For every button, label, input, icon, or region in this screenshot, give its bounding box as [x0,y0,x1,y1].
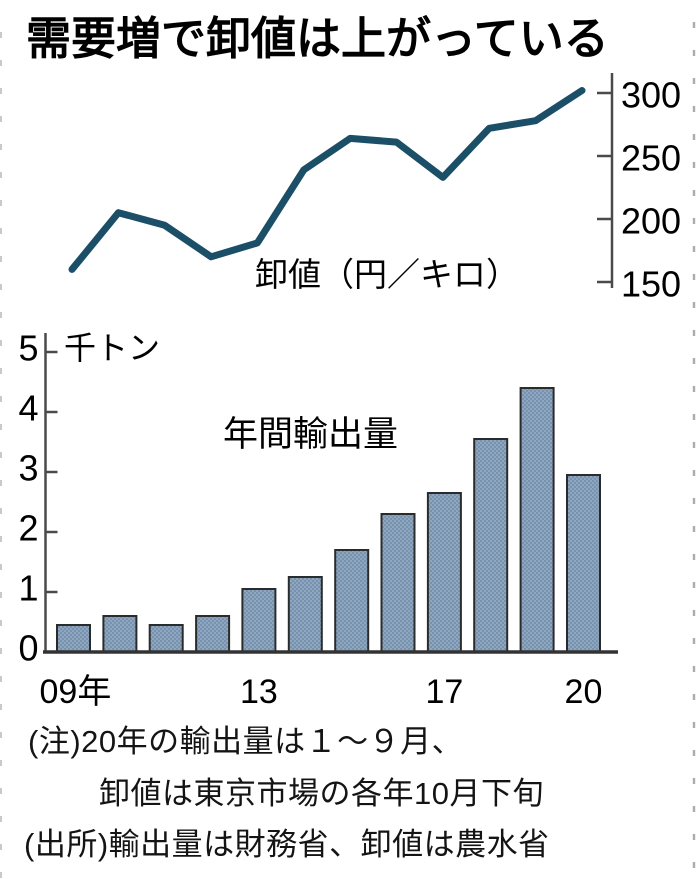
export-volume-bar [102,615,138,653]
export-volume-bar [519,387,555,653]
export-volume-bar [334,549,370,653]
export-volume-bar [287,576,323,653]
y-tick-label: 3 [18,448,38,489]
x-tick-label: 13 [240,673,278,711]
y-tick-label: 2 [18,508,38,549]
left-edge-mark [0,872,2,878]
y-tick-label: 300 [621,75,681,116]
export-volume-bar [241,588,277,653]
right-edge-mark [692,806,696,812]
right-edge-mark [692,862,696,868]
left-edge-mark [0,788,2,794]
right-edge-mark [692,50,696,56]
figure-title: 需要増で卸値は上がっている [26,13,609,64]
y-tick-label: 0 [18,628,38,669]
left-edge-mark [0,732,2,738]
y-tick-label: 1 [18,568,38,609]
export-volume-bar [566,474,601,653]
right-edge-mark [692,302,696,308]
right-edge-mark [692,22,696,28]
footnote-line-3: (出所)輸出量は財務省、卸値は農水省 [24,827,550,862]
left-edge-mark [0,60,2,66]
export-volume-bar [195,615,231,653]
x-tick-label: 20 [565,673,603,711]
left-edge-mark [0,844,2,850]
right-edge-mark [692,750,696,756]
left-edge-mark [0,760,2,766]
export-volume-bar [473,438,509,653]
y-tick-label: 5 [18,328,38,369]
left-edge-mark [0,816,2,822]
right-edge-mark [692,834,696,840]
bar-chart-unit-label: 千トン [64,330,161,366]
x-tick-label: 09年 [40,673,112,711]
y-tick-label: 150 [621,264,681,305]
footnote-line-2: 卸値は東京市場の各年10月下旬 [99,776,544,811]
export-volume-bar [380,513,416,653]
x-tick-label: 17 [425,673,463,711]
right-edge-mark [692,722,696,728]
left-edge-mark [0,32,2,38]
export-volume-bar [56,624,91,653]
left-edge-mark [0,312,2,318]
wholesale-price-line-chart: 300 250 200 150 [68,73,681,305]
line-series-label: 卸値（円／キロ） [255,256,519,293]
footnote-line-1: (注)20年の輸出量は１～９月、 [28,724,464,759]
y-tick-label: 250 [621,138,681,179]
wholesale-price-line-series [68,87,586,273]
export-volume-bar [148,624,184,653]
export-volume-bar-chart: 0 1 2 3 4 5 09年 13 17 20 [18,328,618,711]
export-volume-bar [426,492,462,653]
bar-series-label: 年間輸出量 [223,415,399,454]
y-tick-label: 200 [621,201,681,242]
y-tick-label: 4 [18,388,38,429]
right-edge-mark [692,778,696,784]
